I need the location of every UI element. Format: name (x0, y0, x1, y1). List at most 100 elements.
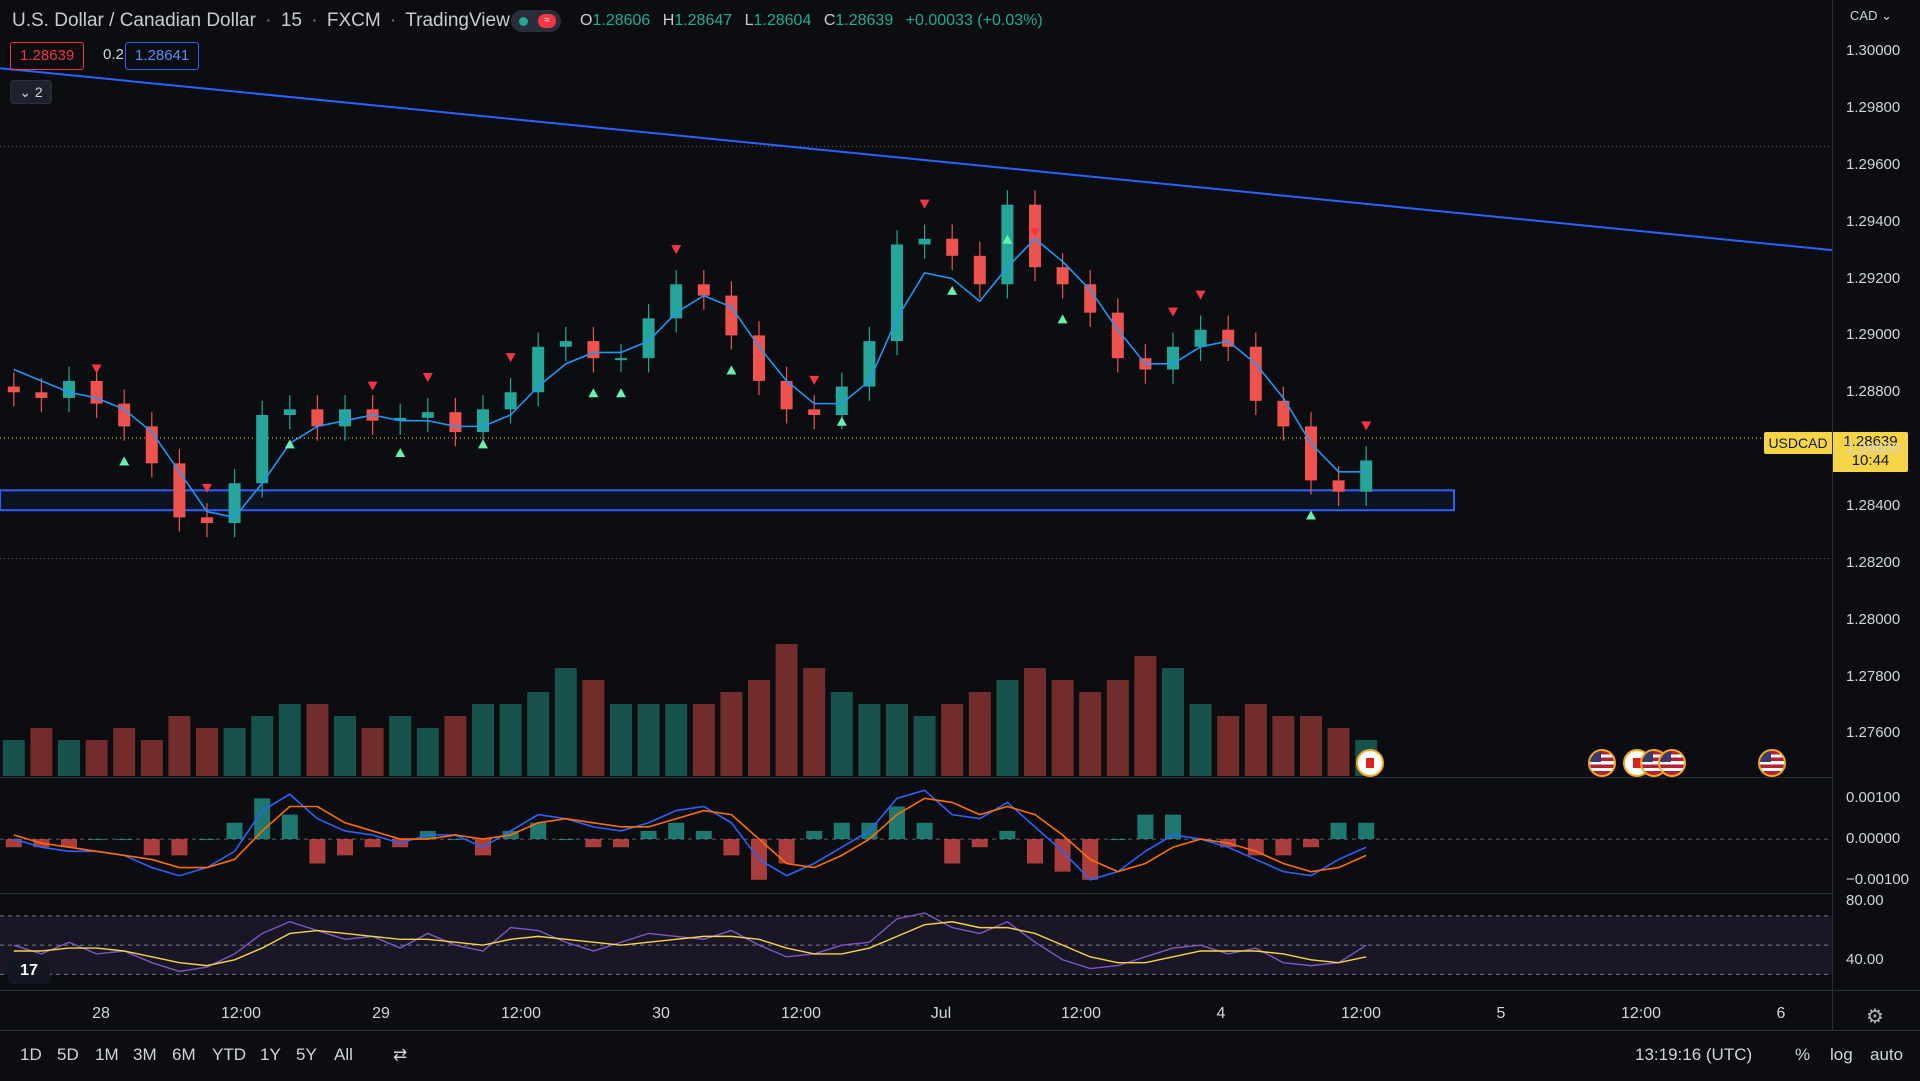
buy-signal-icon (1057, 314, 1068, 324)
sell-signal-icon (1361, 421, 1372, 431)
sell-signal-icon (505, 353, 516, 363)
market-status-toggle[interactable]: ≈ (511, 10, 561, 32)
rsi_ma-line (13, 921, 1367, 967)
candle-body (118, 403, 131, 427)
macd-histogram-bar (889, 806, 905, 840)
us-flag-icon[interactable] (1588, 749, 1616, 777)
price-tick-label: 1.29400 (1846, 212, 1901, 230)
range-button-6m[interactable]: 6M (172, 1045, 196, 1064)
moving-average-line (13, 237, 1367, 519)
candle-body (339, 409, 351, 427)
symbol-legend[interactable]: U.S. Dollar / Canadian Dollar · 15 · FXC… (12, 10, 510, 31)
candle-body (1332, 480, 1345, 492)
candle-body (946, 238, 959, 256)
macd-histogram-bar (116, 839, 133, 841)
price-tick-label: 1.27800 (1846, 667, 1901, 685)
candle-body (256, 415, 269, 484)
percent-toggle[interactable]: % (1795, 1045, 1811, 1064)
sell-signal-icon (202, 483, 212, 493)
us-flag-icon[interactable] (1658, 749, 1686, 777)
us-flag-icon[interactable] (1758, 749, 1786, 777)
buy-signal-icon (616, 388, 626, 398)
range-button-1y[interactable]: 1Y (260, 1045, 281, 1064)
candle-body (808, 409, 821, 416)
sell-signal-icon (367, 381, 378, 391)
macd-histogram-bar (585, 839, 602, 848)
price-tick-label: 1.28600 (1846, 440, 1901, 458)
volume-bar (223, 728, 246, 776)
range-button-all[interactable]: All (334, 1045, 353, 1064)
support-zone (0, 489, 1455, 512)
source-label: TradingView (405, 10, 510, 31)
change-value: +0.00033 (+0.03%) (905, 12, 1043, 29)
macd-histogram-bar (199, 839, 215, 841)
indicators-collapse-button[interactable]: ⌄ 2 (10, 80, 52, 104)
price-tick-label: 1.28800 (1846, 383, 1901, 401)
price-tick-label: 1.27600 (1846, 724, 1901, 742)
tradingview-logo[interactable]: 17 (8, 958, 50, 984)
market-open-icon (519, 17, 528, 26)
utc-clock[interactable]: 13:19:16 (UTC) (1635, 1045, 1753, 1064)
buy-signal-icon (947, 285, 958, 295)
volume-bar (1134, 656, 1157, 776)
macd-histogram-bar (971, 839, 988, 848)
range-button-ytd[interactable]: YTD (212, 1045, 246, 1064)
macd-histogram-bar (613, 839, 629, 848)
volume-bar (251, 716, 274, 776)
range-button-1m[interactable]: 1M (95, 1045, 119, 1064)
volume-bar (1024, 668, 1046, 776)
volume-bar (886, 704, 908, 776)
gear-icon[interactable]: ⚙ (1866, 1006, 1884, 1028)
candle-body (421, 412, 434, 418)
volume-bar (720, 692, 743, 776)
time-tick-label: 6 (1776, 1005, 1786, 1022)
macd-histogram-bar (226, 822, 243, 840)
candle-body (891, 244, 903, 342)
time-tick-label: 5 (1496, 1005, 1506, 1022)
log-toggle[interactable]: log (1830, 1045, 1853, 1064)
sell-signal-icon (422, 373, 433, 383)
sell-signal-icon (1030, 228, 1040, 238)
candle-body (1305, 426, 1317, 481)
macd-histogram-bar (999, 830, 1016, 840)
panel-separator (0, 893, 1832, 894)
range-button-5y[interactable]: 5Y (296, 1045, 317, 1064)
panel-separator (0, 777, 1832, 778)
macd-histogram-bar (668, 822, 685, 840)
macd-histogram-bar (1358, 822, 1375, 840)
volume-bar (361, 728, 384, 776)
date-range-icon[interactable]: ⇄ (393, 1045, 408, 1064)
trendline (0, 67, 1833, 252)
sell-signal-icon (1168, 307, 1178, 317)
low-value: 1.28604 (753, 12, 812, 29)
candle-body (1277, 400, 1290, 427)
chart-canvas[interactable] (0, 0, 1920, 1030)
candle-body (201, 517, 213, 524)
volume-bar (140, 740, 163, 776)
volume-bar (803, 668, 826, 776)
volume-bar (610, 704, 632, 776)
macd-histogram-bar (281, 814, 298, 840)
macd-histogram-bar (944, 839, 961, 864)
volume-bar (775, 644, 798, 776)
volume-bar (278, 704, 301, 776)
canada-flag-icon[interactable] (1356, 749, 1384, 777)
candle-body (449, 412, 462, 433)
macd-histogram-bar (916, 822, 933, 840)
volume-bar (1189, 704, 1212, 776)
candle-body (283, 409, 296, 416)
time-tick-label: 12:00 (1060, 1005, 1102, 1022)
currency-selector[interactable]: CAD ⌄ (1850, 8, 1892, 23)
volume-bar (334, 716, 356, 776)
sell-button[interactable]: 1.28639 (10, 42, 85, 70)
volume-bar (85, 740, 108, 776)
macd-histogram-bar (723, 839, 740, 856)
buy-signal-icon (726, 365, 737, 375)
macd-histogram-bar (143, 839, 160, 856)
buy-button[interactable]: 1.28641 (125, 42, 200, 70)
range-button-5d[interactable]: 5D (57, 1045, 79, 1064)
exchange-label: FXCM (326, 10, 381, 31)
auto-toggle[interactable]: auto (1870, 1045, 1904, 1064)
range-button-1d[interactable]: 1D (20, 1045, 42, 1064)
range-button-3m[interactable]: 3M (133, 1045, 157, 1064)
